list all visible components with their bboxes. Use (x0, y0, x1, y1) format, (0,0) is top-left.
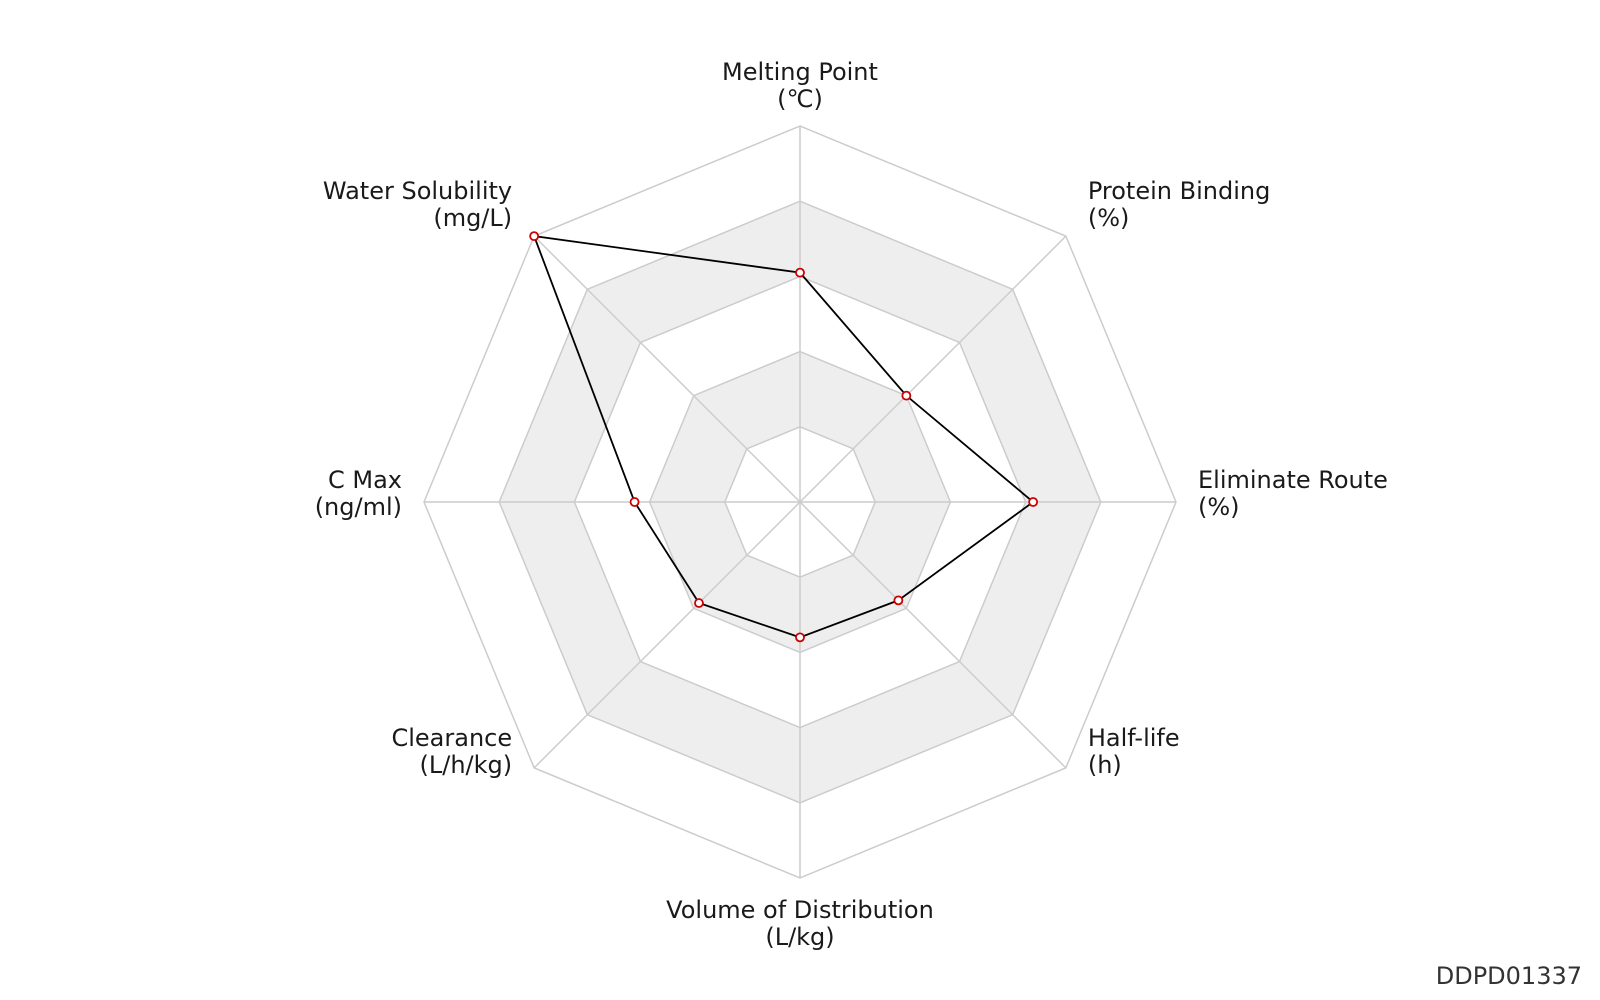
radar-spoke-2 (799, 235, 1067, 503)
axis-label-3: Eliminate Route (%) (1198, 466, 1388, 521)
axis-name: Water Solubility (323, 177, 512, 205)
axis-name: C Max (328, 466, 402, 494)
series-point-3 (1028, 497, 1039, 507)
axis-label-7: C Max (ng/ml) (315, 466, 402, 521)
radar-spoke-8 (533, 235, 801, 503)
axis-unit: (mg/L) (433, 204, 512, 232)
radar-spoke-4 (799, 501, 1067, 769)
radar-spokes (424, 126, 1176, 878)
axis-unit: (℃) (777, 85, 823, 113)
axis-name: Protein Binding (1088, 177, 1270, 205)
series-point-8 (529, 231, 540, 242)
series-point-4 (893, 595, 904, 606)
axis-unit: (ng/ml) (315, 493, 402, 521)
axis-label-2: Protein Binding (%) (1088, 177, 1270, 232)
axis-unit: (h) (1088, 751, 1122, 779)
axis-label-1: Melting Point (℃) (722, 58, 878, 113)
axis-name: Melting Point (722, 58, 878, 86)
chart-id-label: DDPD01337 (1435, 962, 1582, 990)
series-point-5 (795, 632, 805, 643)
axis-label-4: Half-life (h) (1088, 724, 1180, 779)
radar-spoke-6 (533, 501, 801, 769)
series-point-2 (901, 390, 912, 401)
axis-name: Volume of Distribution (666, 896, 934, 924)
axis-label-5: Volume of Distribution (L/kg) (666, 896, 934, 951)
axis-name: Half-life (1088, 724, 1180, 752)
axis-label-6: Clearance (L/h/kg) (391, 724, 512, 779)
series-point-6 (694, 598, 704, 608)
axis-unit: (%) (1198, 493, 1240, 521)
axis-unit: (L/kg) (765, 923, 834, 951)
axis-name: Eliminate Route (1198, 466, 1388, 494)
axis-unit: (%) (1088, 204, 1130, 232)
axis-label-8: Water Solubility (mg/L) (323, 177, 512, 232)
axis-name: Clearance (391, 724, 512, 752)
radar-axis-labels: Melting Point (℃)Protein Binding (%)Elimin… (315, 58, 1388, 951)
axis-unit: (L/h/kg) (420, 751, 513, 779)
radar-series (529, 231, 1039, 643)
series-point-7 (629, 497, 640, 507)
series-point-1 (795, 267, 805, 278)
